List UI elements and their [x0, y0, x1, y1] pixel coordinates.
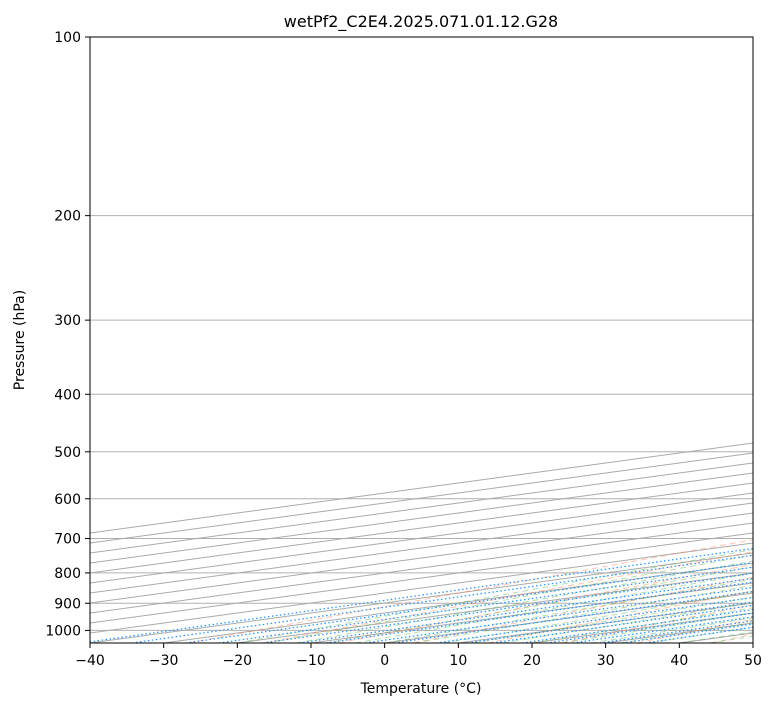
- y-tick-label: 800: [54, 566, 81, 582]
- x-tick-label: 20: [523, 653, 541, 669]
- x-tick-label: 50: [744, 653, 762, 669]
- x-axis-label: Temperature (°C): [360, 681, 482, 697]
- x-tick-label: −20: [223, 653, 253, 669]
- isotherm-line: [90, 552, 753, 643]
- y-tick-label: 700: [54, 532, 81, 548]
- y-tick-label: 900: [54, 596, 81, 612]
- dry-adiabat-line: [711, 633, 753, 643]
- y-tick-label: 400: [54, 387, 81, 403]
- y-tick-label: 200: [54, 209, 81, 225]
- isotherm-line: [90, 492, 753, 584]
- dry-adiabats: [188, 539, 753, 643]
- x-tick-label: 30: [597, 653, 615, 669]
- y-tick-label: 100: [54, 30, 81, 46]
- isotherm-line: [90, 542, 753, 634]
- chart-title: wetPf2_C2E4.2025.071.01.12.G28: [284, 12, 558, 32]
- mixing-ratio-line: [436, 596, 753, 643]
- isotherms: [90, 442, 753, 643]
- moist-adiabat-line: [708, 635, 753, 643]
- isotherm-line: [384, 592, 753, 643]
- y-axis-label: Pressure (hPa): [12, 290, 28, 390]
- x-tick-label: 40: [670, 653, 688, 669]
- mixing-ratio-line: [467, 601, 753, 643]
- x-tick-label: −10: [296, 653, 326, 669]
- isotherm-line: [90, 482, 753, 574]
- isotherm-line: [90, 472, 753, 564]
- moist-adiabat-line: [325, 566, 753, 643]
- moist-adiabat-line: [620, 622, 753, 643]
- mixing-ratio-line: [131, 554, 753, 643]
- dry-adiabat-line: [338, 563, 753, 643]
- moist-adiabat-line: [531, 607, 753, 643]
- plot-frame: [89, 36, 754, 644]
- mixing-ratio-line: [546, 612, 753, 643]
- isotherm-line: [90, 462, 753, 554]
- moist-adiabat-line: [649, 626, 753, 643]
- isotherm-line: [90, 512, 753, 604]
- moist-adiabat-line: [561, 612, 753, 643]
- moist-adiabat-line: [473, 596, 753, 643]
- y-tick-label: 300: [54, 313, 81, 329]
- moist-adiabat-line: [502, 602, 753, 643]
- mixing-ratio-line: [90, 547, 753, 643]
- y-tick-label: 500: [54, 445, 81, 461]
- sounding-series: [771, 37, 775, 592]
- dry-adiabat-line: [412, 576, 753, 643]
- isotherm-line: [752, 642, 753, 643]
- x-axis-ticks: −40 −30 −20 −10 0 10 20 30 40 50: [75, 643, 762, 669]
- moist-adiabat-line: [384, 578, 753, 643]
- mixing-ratio-line: [492, 604, 753, 643]
- x-tick-label: −30: [149, 653, 179, 669]
- isotherm-line: [531, 612, 753, 643]
- isotherm-line: [90, 452, 753, 544]
- dry-adiabat-line: [636, 618, 753, 643]
- dry-adiabat-line: [487, 590, 753, 643]
- plot-area: 0.10.20.40.611.52346810131620253036-100-…: [90, 37, 775, 643]
- x-tick-label: 10: [449, 653, 467, 669]
- x-tick-label: 0: [380, 653, 389, 669]
- dry-adiabat-line: [562, 604, 753, 643]
- y-tick-label: 600: [54, 492, 81, 508]
- mixing-ratio-lines: [90, 547, 753, 643]
- isotherm-line: [90, 442, 753, 534]
- dry-adiabat-line: [188, 539, 753, 643]
- moist-adiabat-line: [679, 631, 753, 643]
- isotherm-line: [90, 522, 753, 614]
- y-tick-label: 1000: [45, 623, 81, 639]
- isotherm-line: [310, 582, 753, 643]
- mixing-ratio-line: [522, 608, 753, 643]
- x-tick-label: −40: [75, 653, 105, 669]
- isotherm-line: [90, 502, 753, 594]
- y-axis-ticks: 100 200 300 400 500 600 700 800 900 1000: [45, 30, 90, 639]
- dewpoint-line: [771, 37, 775, 592]
- dry-adiabat-line: [263, 551, 753, 643]
- pressure-grid: [90, 37, 753, 631]
- moist-adiabat-line: [355, 572, 753, 643]
- isotherm-line: [90, 532, 753, 624]
- isotherm-line: [679, 632, 753, 643]
- moist-adiabat-line: [266, 554, 753, 643]
